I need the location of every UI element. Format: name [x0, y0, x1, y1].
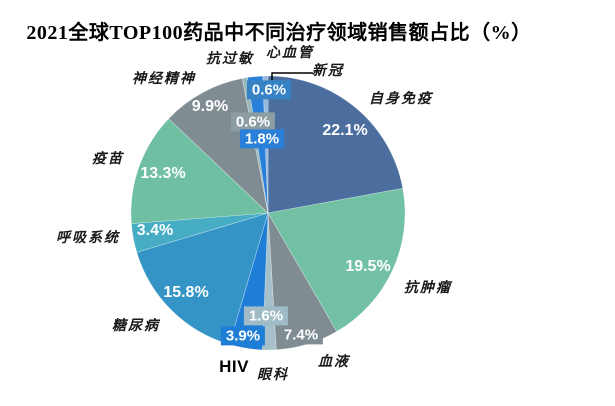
pie-slice-neuropsych	[168, 78, 269, 214]
pie-slice-respiratory	[131, 212, 269, 253]
pie-slice-vaccine	[130, 118, 269, 224]
pie-slice-oncology	[267, 188, 406, 332]
chart-title: 2021全球TOP100药品中不同治疗领域销售额占比（%）	[26, 22, 532, 44]
pie-slice-autoimmune	[267, 75, 404, 214]
callout-line-covid	[271, 72, 313, 80]
pie-slice-diabetes	[136, 212, 269, 345]
